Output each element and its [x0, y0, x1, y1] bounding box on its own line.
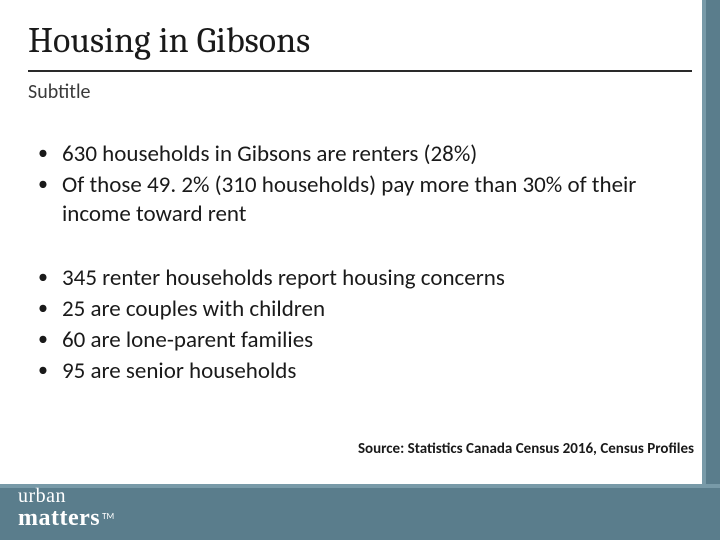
footer-band: urban mattersTM: [0, 484, 720, 540]
brand-logo: urban mattersTM: [18, 486, 114, 530]
bullet-item: • 630 households in Gibsons are renters …: [38, 140, 688, 169]
bullet-text: 25 are couples with children: [62, 295, 688, 324]
bullet-dot-icon: •: [38, 264, 62, 291]
bullet-text: 95 are senior households: [62, 357, 688, 386]
bullet-dot-icon: •: [38, 326, 62, 353]
logo-line1: urban: [18, 486, 114, 506]
logo-tm: TM: [102, 511, 114, 522]
source-citation: Source: Statistics Canada Census 2016, C…: [358, 440, 694, 458]
bullet-group-2: • 345 renter households report housing c…: [38, 264, 688, 385]
bullet-text: Of those 49. 2% (310 households) pay mor…: [62, 171, 688, 229]
bullet-dot-icon: •: [38, 140, 62, 167]
bullet-group-1: • 630 households in Gibsons are renters …: [38, 140, 688, 228]
page-title: Housing in Gibsons: [28, 20, 310, 61]
bullet-item: • 95 are senior households: [38, 357, 688, 386]
bullet-dot-icon: •: [38, 295, 62, 322]
bullet-item: • 60 are lone-parent families: [38, 326, 688, 355]
logo-line2: matters: [18, 505, 100, 531]
bullet-item: • 345 renter households report housing c…: [38, 264, 688, 293]
bullet-item: • Of those 49. 2% (310 households) pay m…: [38, 171, 688, 229]
bullet-text: 345 renter households report housing con…: [62, 264, 688, 293]
bullet-dot-icon: •: [38, 171, 62, 198]
bullet-text: 60 are lone-parent families: [62, 326, 688, 355]
side-stripe-inner: [702, 0, 706, 540]
title-underline: [28, 70, 692, 72]
content-area: • 630 households in Gibsons are renters …: [38, 140, 688, 421]
bullet-dot-icon: •: [38, 357, 62, 384]
slide: Housing in Gibsons Subtitle • 630 househ…: [0, 0, 720, 540]
page-subtitle: Subtitle: [28, 80, 91, 104]
bullet-text: 630 households in Gibsons are renters (2…: [62, 140, 688, 169]
bullet-item: • 25 are couples with children: [38, 295, 688, 324]
